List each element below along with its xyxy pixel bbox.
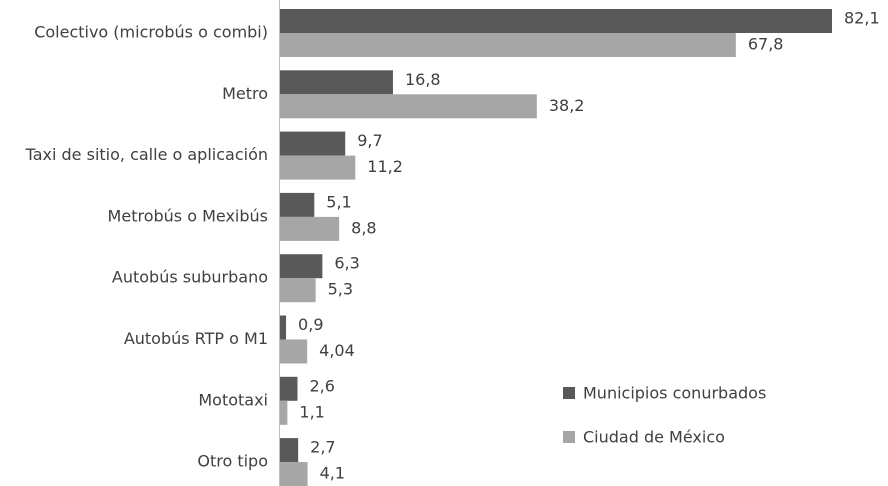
bar: [280, 462, 308, 486]
value-label: 4,04: [319, 341, 355, 360]
category-label: Autobús suburbano: [112, 268, 268, 287]
category-label: Metrobús o Mexibús: [108, 206, 268, 225]
category-label: Otro tipo: [197, 452, 268, 471]
bar: [280, 254, 323, 279]
bar: [280, 94, 537, 119]
value-label: 5,3: [328, 280, 353, 299]
value-label: 9,7: [357, 131, 382, 150]
value-label: 11,2: [367, 157, 403, 176]
bar: [280, 339, 308, 364]
category-label: Mototaxi: [198, 390, 268, 409]
bar: [280, 376, 298, 401]
value-label: 6,3: [334, 254, 359, 273]
value-label: 5,1: [326, 192, 351, 211]
legend-swatch: [563, 431, 575, 443]
legend-label: Ciudad de México: [583, 428, 725, 447]
bar: [280, 315, 287, 340]
bar: [280, 278, 316, 303]
category-label: Autobús RTP o M1: [124, 329, 268, 348]
bar: [280, 216, 340, 241]
legend-label: Municipios conurbados: [583, 384, 766, 403]
bar: [280, 400, 288, 425]
value-label: 2,6: [309, 376, 334, 395]
bar: [280, 131, 346, 156]
bar: [280, 155, 356, 180]
bar: [280, 192, 315, 217]
value-label: 38,2: [549, 96, 585, 115]
value-label: 0,9: [298, 315, 323, 334]
category-label: Taxi de sitio, calle o aplicación: [25, 145, 268, 164]
value-label: 4,1: [320, 464, 345, 483]
value-label: 8,8: [351, 218, 376, 237]
value-label: 1,1: [299, 402, 324, 421]
category-label: Colectivo (microbús o combi): [34, 23, 268, 42]
bar: [280, 438, 299, 463]
legend-swatch: [563, 387, 575, 399]
value-label: 82,1: [844, 9, 880, 28]
value-label: 16,8: [405, 70, 441, 89]
category-label: Metro: [222, 84, 268, 103]
value-label: 67,8: [748, 35, 784, 54]
value-label: 2,7: [310, 438, 335, 457]
bar: [280, 33, 736, 57]
bar: [280, 70, 393, 95]
bar: [280, 9, 832, 33]
